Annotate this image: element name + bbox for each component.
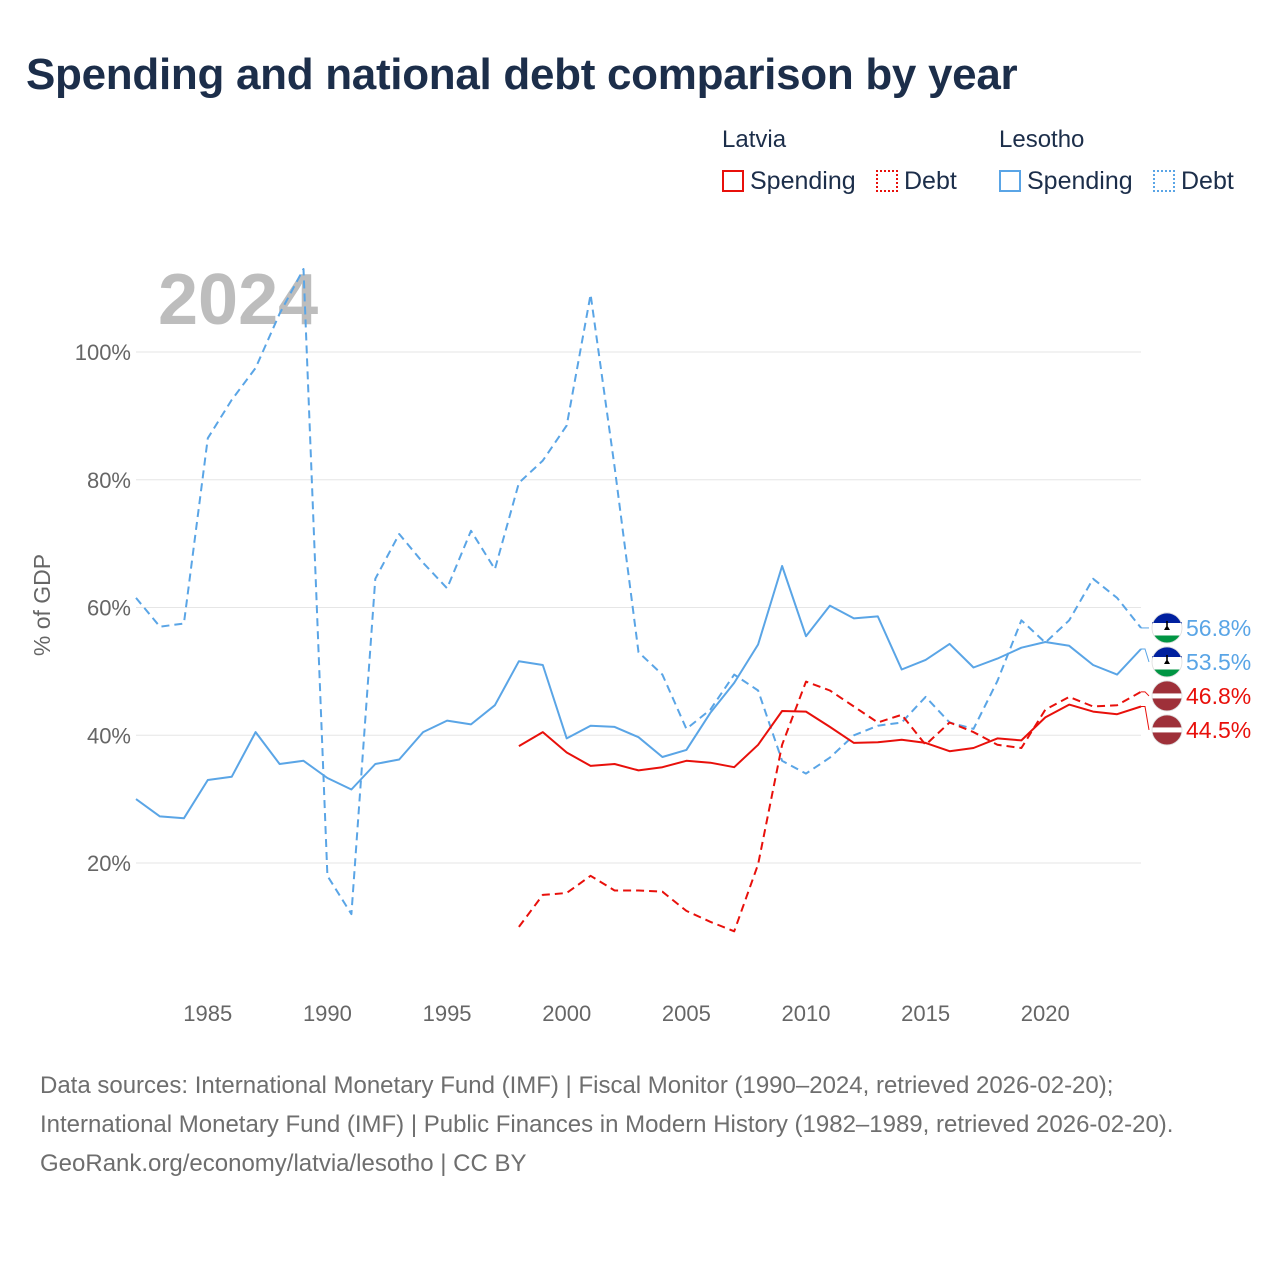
x-tick-label: 2010 xyxy=(782,1001,831,1026)
end-label-connector xyxy=(1141,706,1150,731)
legend-group-lesotho: Lesotho xyxy=(999,126,1085,153)
y-tick-label: 80% xyxy=(87,468,131,493)
legend-item-latvia-debt[interactable]: Debt xyxy=(876,166,957,196)
series-line-latvia-debt[interactable] xyxy=(518,680,1142,933)
x-tick-label: 1990 xyxy=(303,1001,352,1026)
footer: Data sources: International Monetary Fun… xyxy=(40,1066,1240,1183)
series-line-lesotho-debt[interactable] xyxy=(135,268,1142,916)
y-tick-label: 60% xyxy=(87,596,131,621)
legend-label: Debt xyxy=(904,166,957,195)
x-tick-label: 2000 xyxy=(542,1001,591,1026)
solid-line-swatch-icon xyxy=(722,170,744,192)
dashed-line-swatch-icon xyxy=(1153,170,1175,192)
end-value-label: 53.5% xyxy=(1186,649,1251,675)
latvia-flag-icon xyxy=(1151,714,1183,746)
end-value-label: 46.8% xyxy=(1186,683,1251,709)
dashed-line-swatch-icon xyxy=(876,170,898,192)
x-tick-label: 1995 xyxy=(423,1001,472,1026)
y-tick-label: 20% xyxy=(87,851,131,876)
year-watermark: 2024 xyxy=(158,260,318,340)
legend-item-lesotho-debt[interactable]: Debt xyxy=(1153,166,1234,196)
legend-item-latvia-spending[interactable]: Spending xyxy=(722,166,856,196)
data-sources-note: Data sources: International Monetary Fun… xyxy=(40,1072,1174,1138)
y-axis-label: % of GDP xyxy=(29,554,55,656)
lesotho-flag-icon xyxy=(1151,646,1183,678)
x-tick-label: 1985 xyxy=(183,1001,232,1026)
end-label-connector xyxy=(1141,691,1150,697)
solid-line-swatch-icon xyxy=(999,170,1021,192)
end-value-label: 44.5% xyxy=(1186,717,1251,743)
series-line-lesotho-spending[interactable] xyxy=(135,565,1142,820)
y-tick-label: 100% xyxy=(75,340,131,365)
y-tick-label: 40% xyxy=(87,723,131,748)
legend-label: Spending xyxy=(750,166,856,195)
credit-link[interactable]: GeoRank.org/economy/latvia/lesotho | CC … xyxy=(40,1150,527,1177)
legend: Latvia Spending Debt Lesotho Spending De… xyxy=(0,122,1280,212)
end-value-label: 56.8% xyxy=(1186,615,1251,641)
series-line-latvia-spending[interactable] xyxy=(518,703,1142,772)
x-tick-label: 2005 xyxy=(662,1001,711,1026)
legend-group-latvia: Latvia xyxy=(722,126,787,153)
x-tick-label: 2015 xyxy=(901,1001,950,1026)
latvia-flag-icon xyxy=(1151,680,1183,712)
legend-item-lesotho-spending[interactable]: Spending xyxy=(999,166,1133,196)
lesotho-flag-icon xyxy=(1151,612,1183,644)
end-label-connector xyxy=(1141,648,1150,663)
chart-title: Spending and national debt comparison by… xyxy=(26,50,1018,99)
legend-label: Debt xyxy=(1181,166,1234,195)
x-tick-label: 2020 xyxy=(1021,1001,1070,1026)
legend-label: Spending xyxy=(1027,166,1133,195)
